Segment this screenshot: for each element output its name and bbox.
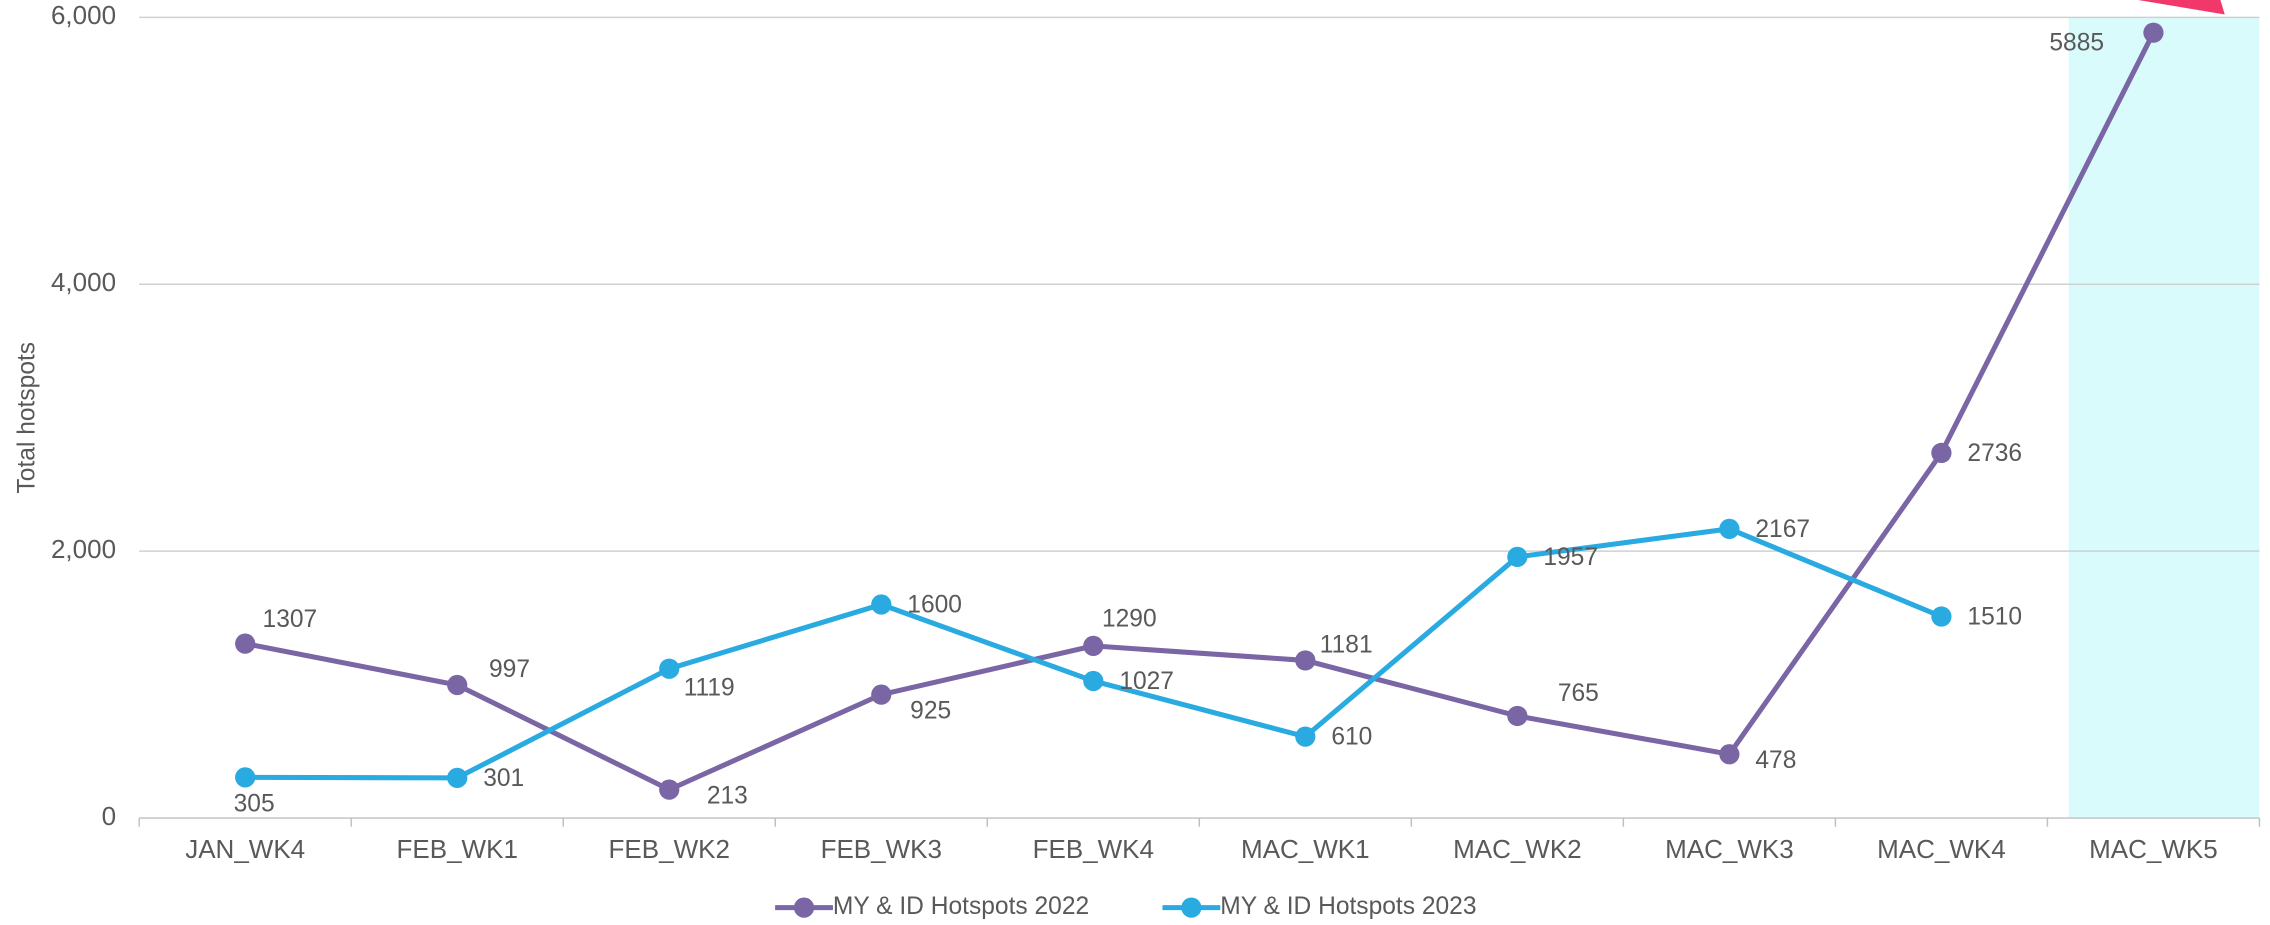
point (1719, 744, 1740, 765)
x-tick-label: MAC_WK2 (1453, 834, 1582, 864)
x-tick-label: MAC_WK1 (1241, 834, 1370, 864)
data-label: 925 (910, 697, 951, 724)
point (1083, 635, 1104, 657)
data-label: 1119 (684, 674, 735, 701)
point (235, 633, 256, 654)
data-label: 1957 (1543, 544, 1598, 571)
x-tick-label: FEB_WK2 (609, 834, 730, 864)
highlight-band (2068, 17, 2260, 819)
point (659, 779, 680, 800)
data-label: 997 (489, 656, 530, 683)
point (2143, 22, 2164, 43)
data-label: 1181 (1320, 631, 1373, 658)
data-label: 1290 (1102, 605, 1157, 632)
point (871, 594, 892, 615)
point (1719, 518, 1740, 539)
legend-label: MY & ID Hotspots 2023 (1220, 893, 1476, 920)
data-label: 765 (1558, 680, 1599, 707)
y-tick-label: 4,000 (51, 267, 116, 297)
point (1295, 726, 1316, 747)
x-tick-label: JAN_WK4 (185, 834, 305, 864)
x-tick-label: MAC_WK4 (1877, 834, 2006, 864)
x-tick-label: FEB_WK3 (821, 834, 942, 864)
point (1931, 442, 1952, 464)
series-line (244, 31, 2156, 793)
data-label: 1510 (1967, 603, 2022, 630)
data-label: 301 (483, 765, 524, 792)
point (1507, 546, 1528, 568)
data-label: 5885 (2049, 30, 2104, 57)
data-label: 1600 (907, 591, 962, 618)
arrow (2138, 0, 2225, 15)
y-tick-label: 6,000 (51, 0, 116, 30)
data-label: 1027 (1119, 668, 1174, 695)
data-label: 478 (1755, 747, 1796, 774)
point (659, 658, 680, 679)
point (1295, 650, 1316, 671)
x-tick-label: MAC_WK5 (2089, 834, 2218, 864)
data-label: 610 (1331, 724, 1372, 751)
y-axis-label: Total hotspots (13, 342, 40, 494)
data-label: 2736 (1967, 440, 2022, 467)
y-tick-label: 2,000 (51, 534, 116, 564)
point (1931, 606, 1952, 627)
data-label: 2167 (1755, 516, 1810, 543)
legend-marker (793, 897, 815, 918)
y-tick-label: 0 (102, 801, 116, 831)
point (235, 767, 256, 788)
data-label: 1307 (263, 606, 318, 633)
point (1083, 670, 1104, 692)
x-tick-label: FEB_WK4 (1033, 834, 1154, 864)
data-label: 305 (234, 790, 275, 817)
legend-marker (1181, 897, 1202, 918)
x-tick-label: FEB_WK1 (397, 834, 518, 864)
point (1507, 705, 1528, 727)
point (871, 684, 892, 705)
legend-label: MY & ID Hotspots 2022 (833, 893, 1089, 920)
x-tick-label: MAC_WK3 (1665, 834, 1794, 864)
point (447, 767, 468, 788)
data-label: 213 (707, 782, 748, 809)
point (447, 674, 468, 696)
